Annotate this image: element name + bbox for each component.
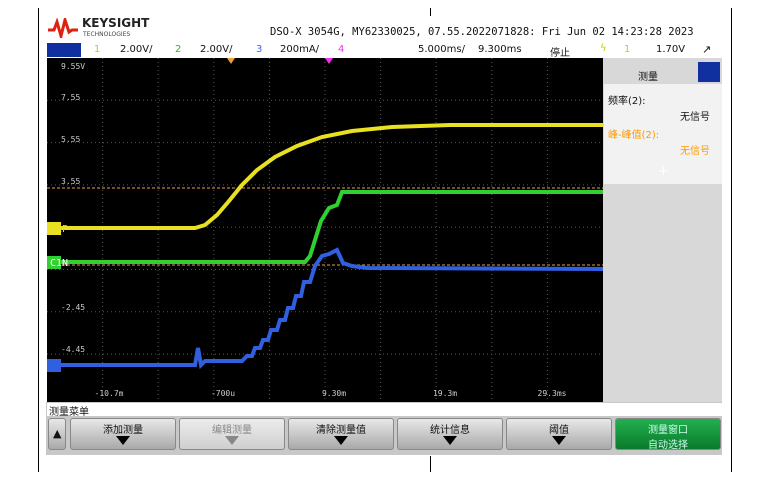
time-scale: 5.000ms/	[418, 44, 465, 55]
x-label: -10.7m	[95, 389, 124, 398]
softkey-arrow	[116, 436, 130, 445]
trigger-icon: ϟ	[600, 43, 607, 54]
y-label: 7.55	[61, 93, 80, 102]
trigger-slope: ↗	[702, 43, 712, 56]
delay-marker	[227, 58, 235, 64]
trigger-channel: 1	[624, 44, 631, 55]
add-measure[interactable]: +	[658, 164, 669, 179]
ch3-label: 3	[256, 44, 263, 55]
menu-tab	[47, 43, 81, 57]
back-button[interactable]: ▲	[48, 418, 66, 450]
x-label: 19.3m	[433, 389, 457, 398]
menu-title-bg	[47, 403, 722, 416]
ch1-label: 1	[94, 44, 101, 55]
ch4-marker	[325, 58, 333, 64]
brand-sub: TECHNOLOGIES	[83, 31, 131, 38]
ch3-trace	[47, 247, 603, 370]
menu-title: 测量菜单	[49, 407, 89, 418]
y-label: -4.45	[61, 345, 85, 354]
x-label: 29.3ms	[538, 389, 567, 398]
run-status: 停止	[550, 48, 570, 59]
frame	[38, 8, 732, 472]
softkey-label: 测量窗口	[648, 425, 688, 436]
delay: 9.300ms	[478, 44, 522, 55]
ch1-scale: 2.00V/	[120, 44, 153, 55]
channel-marker: C1N	[50, 258, 68, 269]
measure-label: 峰-峰值(2):	[608, 130, 660, 141]
softkey-label: 阈值	[549, 425, 569, 436]
x-label: -700u	[211, 389, 235, 398]
waveform-plot: 9.55V 7.55 5.55 3.55 -2.45 -4.45 -10.7m -700u 9…	[47, 58, 603, 402]
softkey-label: 清除测量值	[316, 425, 366, 436]
panel-tab[interactable]	[698, 62, 720, 82]
frame-tick	[430, 456, 431, 472]
y-label: -2.45	[61, 303, 85, 312]
brand: KEYSIGHT	[82, 16, 150, 30]
softkey-arrow	[225, 436, 239, 445]
ch3-scale: 200mA/	[280, 44, 320, 55]
x-label: 9.30m	[322, 389, 346, 398]
panel-box	[604, 84, 722, 184]
measure-value: 无信号	[680, 112, 710, 123]
ch2-label: 2	[175, 44, 182, 55]
measure-label: 频率(2):	[608, 96, 646, 107]
y-label: 5.55	[61, 135, 80, 144]
channel-marker: V-	[50, 361, 62, 372]
y-label: 3.55	[61, 177, 80, 186]
ch2-trace	[47, 190, 603, 264]
channel-marker-bg	[47, 256, 61, 269]
ch2-scale: 2.00V/	[200, 44, 233, 55]
panel-title: 测量	[638, 72, 658, 83]
softkey[interactable]: 统计信息	[397, 418, 503, 450]
logo-icon	[48, 18, 78, 38]
softkey[interactable]: 阈值	[506, 418, 612, 450]
softkey[interactable]: 添加测量	[70, 418, 176, 450]
softkey-label: 统计信息	[430, 425, 470, 436]
instrument-info: DSO-X 3054G, MY62330025, 07.55.202207182…	[270, 26, 694, 38]
softkey-label: 添加测量	[103, 425, 143, 436]
softkey-label: 编辑测量	[212, 425, 252, 436]
measure-value: 无信号	[680, 146, 710, 157]
channel-marker-bg	[47, 359, 61, 372]
ch4-label: 4	[338, 44, 345, 55]
channel-marker-bg	[47, 222, 61, 235]
softkey-arrow	[552, 436, 566, 445]
softkey-sub: 自动选择	[648, 440, 688, 451]
softkey[interactable]: 清除测量值	[288, 418, 394, 450]
softkey[interactable]: 测量窗口 自动选择	[615, 418, 721, 451]
trigger-level: 1.70V	[656, 44, 686, 55]
ch1-trace	[47, 123, 603, 230]
softkey-arrow	[334, 436, 348, 445]
channel-marker: C1P	[50, 224, 68, 235]
softkey[interactable]: 编辑测量	[179, 418, 285, 450]
y-label: 9.55V	[61, 62, 85, 71]
softkey-arrow	[443, 436, 457, 445]
frame-tick	[430, 8, 431, 16]
